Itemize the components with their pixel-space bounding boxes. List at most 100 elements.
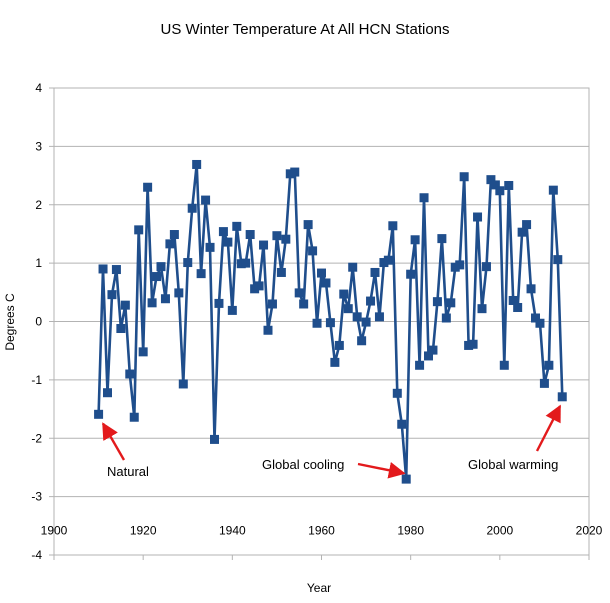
data-point (459, 172, 469, 182)
data-point (143, 182, 153, 192)
data-point (499, 360, 509, 370)
x-tick-label: 2020 (576, 523, 603, 537)
data-point (103, 388, 112, 398)
data-point (281, 234, 291, 244)
data-point (263, 325, 273, 335)
data-point (343, 304, 353, 314)
x-tick-label: 2000 (486, 523, 513, 537)
x-tick-label: 1920 (130, 523, 157, 537)
data-point (544, 360, 554, 370)
data-point (410, 235, 420, 245)
y-tick-label: 0 (35, 315, 42, 329)
x-tick-label: 1980 (397, 523, 424, 537)
data-point (201, 195, 211, 205)
data-point (361, 317, 371, 327)
data-point (548, 185, 558, 195)
data-point (174, 288, 184, 298)
data-point (116, 324, 126, 334)
data-point (366, 296, 376, 306)
data-point (348, 262, 358, 272)
data-point (334, 340, 344, 350)
annotation-label: Global warming (468, 457, 558, 472)
data-point (397, 419, 407, 429)
data-point (276, 267, 286, 277)
annotation-arrow (535, 404, 562, 452)
data-point (134, 225, 144, 235)
data-point (424, 351, 433, 361)
y-tick-label: -3 (31, 490, 42, 504)
data-point (223, 237, 233, 247)
data-point (321, 278, 331, 288)
x-axis-label: Year (307, 581, 331, 595)
annotation-label: Global cooling (262, 457, 344, 472)
y-axis-label: Degrees C (3, 293, 17, 351)
data-point (428, 345, 438, 355)
data-point (513, 302, 523, 312)
data-point (138, 347, 148, 357)
data-point (557, 392, 567, 402)
y-tick-label: 2 (35, 198, 42, 212)
x-tick-labels: 1900 1920 1940 1960 1980 2000 2020 (41, 523, 603, 537)
data-point (290, 167, 300, 177)
data-point (272, 231, 282, 241)
data-point (205, 242, 215, 252)
data-point (374, 312, 384, 322)
data-point (192, 159, 202, 169)
data-point (490, 180, 500, 190)
data-point (388, 221, 398, 231)
data-point (535, 318, 545, 328)
series-temperature (94, 159, 567, 484)
data-point (111, 265, 121, 275)
data-point (325, 318, 335, 328)
data-point (210, 434, 219, 444)
data-point (508, 295, 518, 305)
annotation-label: Natural (107, 464, 149, 479)
data-point (352, 312, 362, 322)
data-point (357, 336, 367, 346)
data-point (254, 281, 264, 291)
data-point (303, 220, 313, 230)
data-point (317, 268, 326, 278)
data-point (169, 230, 179, 240)
data-point (245, 230, 255, 240)
data-point (178, 379, 188, 389)
data-point (183, 258, 193, 268)
data-point (107, 290, 117, 300)
data-point (437, 234, 447, 244)
annotation-arrow (357, 462, 406, 479)
data-point (486, 175, 496, 185)
y-tick-label: -4 (31, 548, 42, 562)
data-point (120, 300, 130, 310)
data-point (299, 299, 309, 309)
data-point (446, 298, 456, 308)
data-point (196, 269, 206, 279)
data-point (468, 339, 478, 349)
data-point (415, 360, 425, 370)
x-tick-label: 1960 (308, 523, 335, 537)
data-point (94, 409, 104, 419)
data-point (241, 258, 251, 268)
data-point (259, 240, 269, 250)
data-point (522, 220, 532, 230)
data-point (553, 255, 563, 265)
data-point (419, 193, 429, 203)
annotation-arrow (102, 422, 126, 461)
x-tick-label: 1900 (41, 523, 68, 537)
data-point (214, 298, 224, 308)
data-point (218, 227, 228, 237)
data-point (392, 388, 402, 398)
data-point (156, 262, 166, 272)
data-point (406, 269, 416, 279)
y-tick-label: 1 (35, 256, 42, 270)
data-point (383, 255, 393, 265)
data-point (539, 378, 549, 388)
data-point (526, 284, 536, 294)
x-tick-label: 1940 (219, 523, 246, 537)
data-point (308, 246, 318, 256)
data-point (98, 264, 108, 274)
data-point (477, 304, 487, 314)
data-point (504, 180, 514, 190)
data-point (401, 474, 411, 484)
